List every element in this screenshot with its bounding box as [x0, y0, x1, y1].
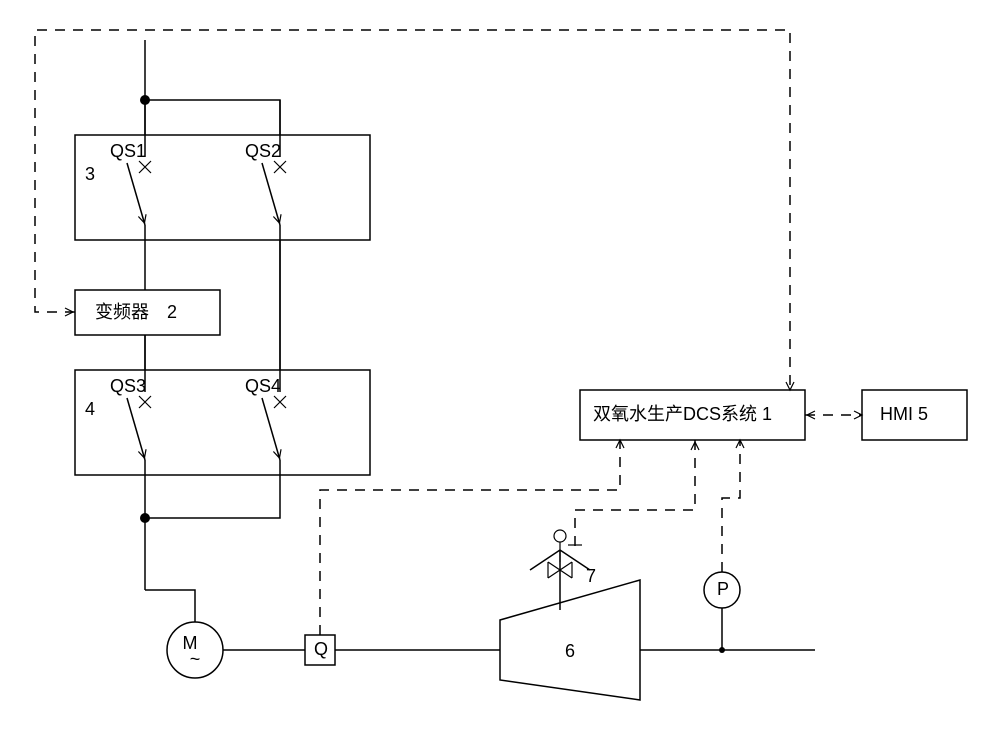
- label-M_tilde: ~: [190, 649, 201, 669]
- label-QS1: QS1: [110, 141, 146, 161]
- wire-solid-1: [145, 100, 280, 135]
- junction_top: [140, 95, 150, 105]
- switch-QS2: [262, 163, 280, 225]
- wire-dashed-4: [575, 440, 695, 550]
- junction_bot: [140, 513, 150, 523]
- label-QS3: QS3: [110, 376, 146, 396]
- label-inverter: 变频器 2: [95, 302, 177, 322]
- label-six: 6: [565, 641, 575, 661]
- label-Q: Q: [314, 639, 328, 659]
- wire-dashed-0: [35, 30, 790, 390]
- label-seven: 7: [586, 566, 596, 586]
- wire-solid-6: [145, 475, 280, 518]
- label-hmi: HMI 5: [880, 404, 928, 424]
- switch-QS1: [127, 163, 145, 225]
- label-QS2: QS2: [245, 141, 281, 161]
- switch-QS4: [262, 398, 280, 460]
- label-QS4: QS4: [245, 376, 281, 396]
- wire-solid-8: [145, 590, 195, 622]
- switch-QS3: [127, 398, 145, 460]
- label-dcs: 双氧水生产DCS系统 1: [593, 404, 772, 424]
- label-box3: 3: [85, 164, 95, 184]
- wire-dashed-3: [722, 440, 740, 572]
- label-P: P: [717, 579, 729, 599]
- label-box4: 4: [85, 399, 95, 419]
